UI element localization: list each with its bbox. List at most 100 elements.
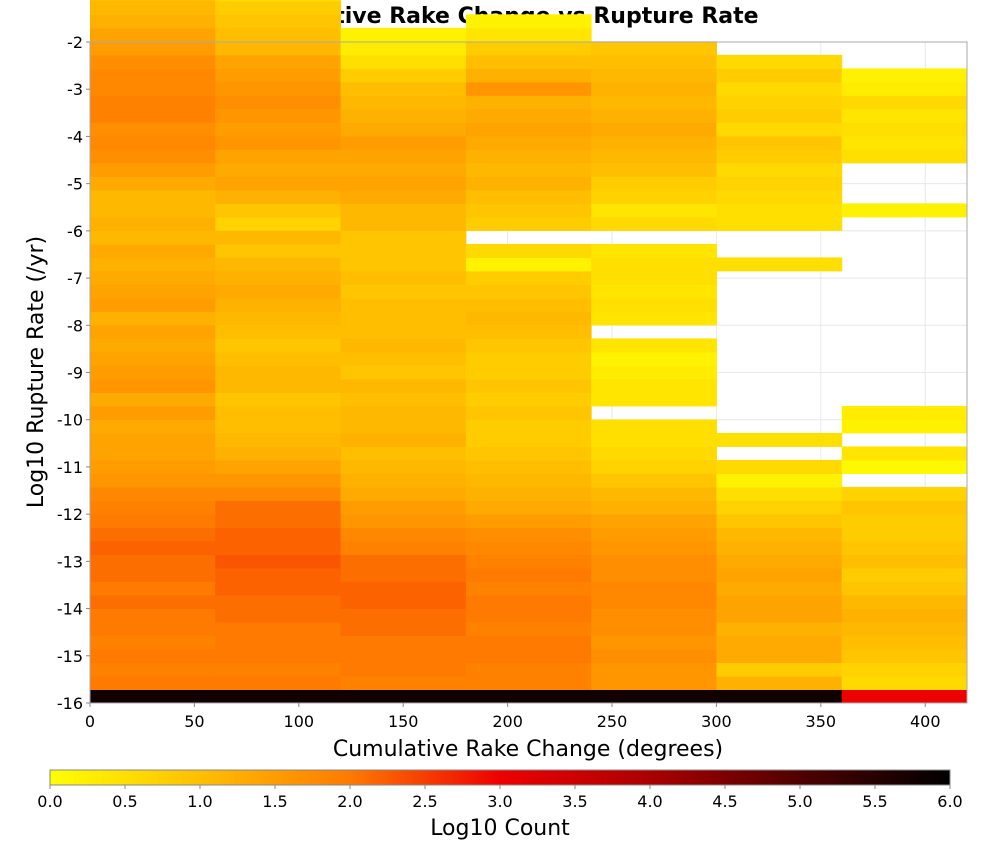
heatmap-cell (340, 540, 467, 555)
heatmap-cell (215, 216, 342, 231)
heatmap-cell (465, 419, 592, 434)
heatmap-cell (841, 675, 968, 690)
heatmap-cell (716, 567, 843, 582)
heatmap-cell (591, 54, 717, 69)
heatmap-cell (591, 149, 717, 164)
y-tick-label: -4 (67, 127, 83, 146)
heatmap-cell (591, 297, 717, 312)
heatmap-cell (465, 14, 592, 29)
colorbar-label: Log10 Count (430, 816, 570, 841)
heatmap-cell (340, 68, 467, 83)
colorbar-tick-label: 4.5 (712, 792, 737, 811)
x-tick-label: 0 (85, 712, 95, 731)
heatmap-cell (465, 459, 592, 474)
heatmap-cell (716, 189, 843, 204)
heatmap-cell (841, 122, 968, 137)
heatmap-cell (90, 581, 216, 596)
heatmap-cell (591, 81, 717, 96)
heatmap-cell (591, 554, 717, 569)
heatmap-cell (465, 513, 592, 528)
heatmap-cell (465, 68, 592, 83)
heatmap-cell (591, 351, 717, 366)
heatmap-cell (716, 527, 843, 542)
heatmap-cell (90, 378, 216, 393)
heatmap-cell (340, 608, 467, 623)
heatmap-cell (90, 135, 216, 150)
heatmap-cell (215, 500, 342, 515)
heatmap-cell (340, 54, 467, 69)
heatmap-cell (465, 662, 592, 677)
heatmap-cell (465, 135, 592, 150)
heatmap-cell (591, 648, 717, 663)
heatmap-cell (841, 446, 968, 461)
heatmap-cell (591, 108, 717, 123)
heatmap-cell (465, 27, 592, 42)
heatmap-cell (215, 81, 342, 96)
heatmap-cell (90, 95, 216, 110)
heatmap-cell (90, 27, 216, 42)
heatmap-cell (90, 635, 216, 650)
heatmap-cell (215, 378, 342, 393)
x-axis-ticks: 0 50 100 150 200 250 300 350 400 (85, 703, 941, 731)
heatmap-cell (465, 270, 592, 285)
heatmap-cell (591, 68, 717, 83)
heatmap-cell (465, 635, 592, 650)
heatmap-cell (465, 257, 592, 272)
heatmap-cell (591, 378, 717, 393)
heatmap-cell (215, 459, 342, 474)
x-tick-label: 350 (806, 712, 837, 731)
heatmap-cell (215, 189, 342, 204)
heatmap-cell (465, 149, 592, 164)
heatmap-cell (340, 162, 467, 177)
heatmap-cell (215, 27, 342, 42)
heatmap-cell (215, 203, 342, 218)
heatmap-cell (340, 621, 467, 636)
heatmap-cell (340, 243, 467, 258)
heatmap-cell (90, 0, 216, 15)
heatmap-cell (90, 189, 216, 204)
colorbar-ticks: 0.0 0.5 1.0 1.5 2.0 2.5 3.0 3.5 4.0 4.5 5.0 5.5 6.0 (37, 785, 963, 811)
heatmap-cell (90, 203, 216, 218)
heatmap-cell (465, 540, 592, 555)
y-tick-label: -14 (57, 600, 83, 619)
heatmap-cell (465, 162, 592, 177)
heatmap-cell (591, 567, 717, 582)
heatmap-cells (90, 0, 968, 704)
heatmap-cell (90, 54, 216, 69)
heatmap-cell (340, 122, 467, 137)
heatmap-cell (716, 162, 843, 177)
heatmap-cell (716, 675, 843, 690)
heatmap-cell (591, 122, 717, 137)
heatmap-cell (716, 216, 843, 231)
heatmap-cell (841, 405, 968, 420)
colorbar-tick-label: 0.5 (112, 792, 137, 811)
heatmap-cell (215, 297, 342, 312)
heatmap-cell (340, 392, 467, 407)
heatmap-cell (340, 81, 467, 96)
heatmap-cell (215, 311, 342, 326)
heatmap-cell (591, 176, 717, 191)
heatmap-cell (90, 108, 216, 123)
heatmap-cell (716, 621, 843, 636)
heatmap-cell (465, 54, 592, 69)
heatmap-cell (465, 405, 592, 420)
heatmap-cell (591, 243, 717, 258)
y-tick-label: -12 (57, 505, 83, 524)
heatmap-cell (340, 513, 467, 528)
heatmap-cell (465, 594, 592, 609)
heatmap-cell (465, 95, 592, 110)
heatmap-cell (90, 621, 216, 636)
heatmap-cell (340, 446, 467, 461)
heatmap-cell (215, 689, 342, 704)
heatmap-cell (215, 567, 342, 582)
heatmap-cell (340, 662, 467, 677)
heatmap-cell (841, 635, 968, 650)
x-tick-label: 300 (701, 712, 732, 731)
heatmap-cell (591, 203, 717, 218)
heatmap-cell (90, 500, 216, 515)
heatmap-cell (716, 54, 843, 69)
heatmap-cell (465, 392, 592, 407)
heatmap-cell (591, 135, 717, 150)
heatmap-cell (841, 527, 968, 542)
heatmap-cell (215, 54, 342, 69)
